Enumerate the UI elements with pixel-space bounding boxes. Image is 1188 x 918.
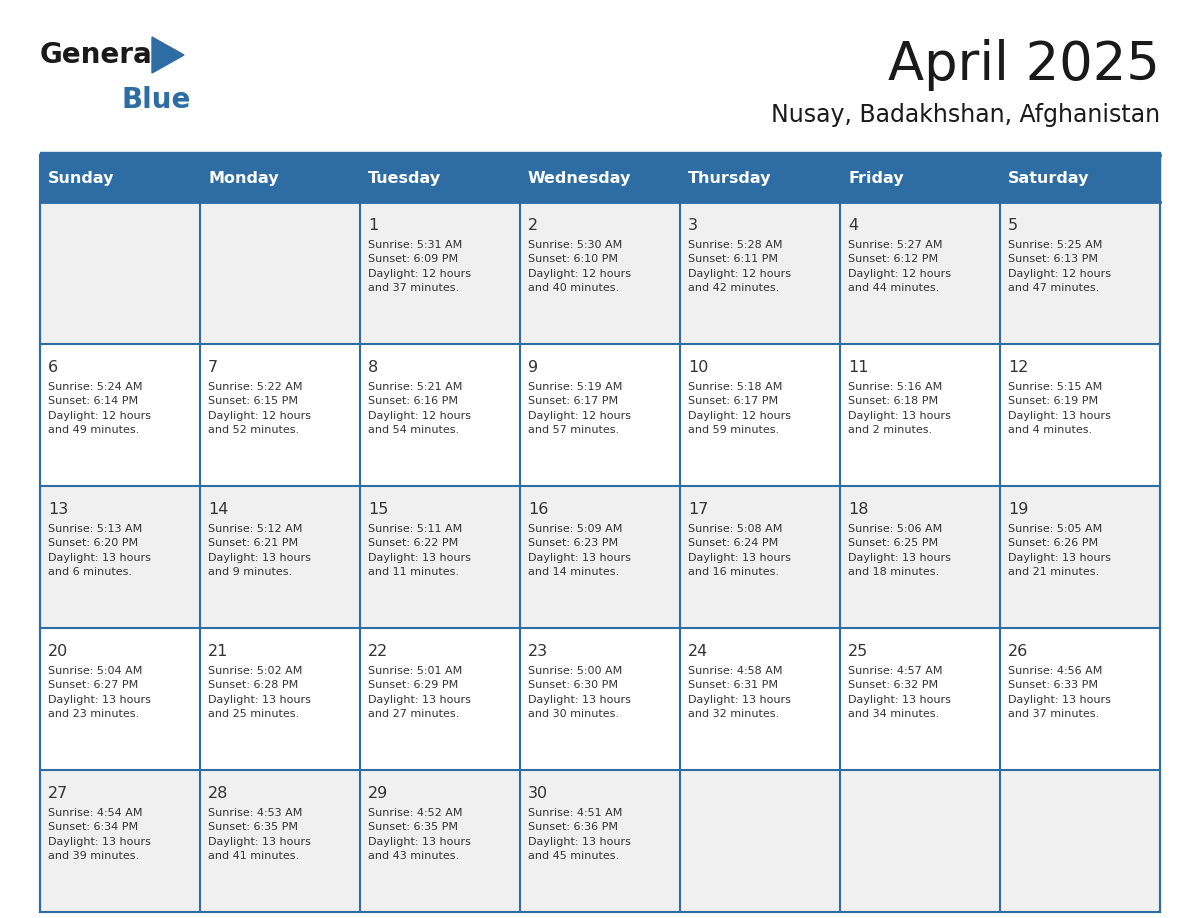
Text: 13: 13 bbox=[48, 502, 68, 517]
Bar bbox=[40, 155, 1159, 202]
Text: 15: 15 bbox=[368, 502, 388, 517]
Text: 1: 1 bbox=[368, 218, 378, 233]
Text: 4: 4 bbox=[848, 218, 858, 233]
Text: 26: 26 bbox=[1007, 644, 1029, 659]
Bar bbox=[40, 152, 1159, 158]
Text: 2: 2 bbox=[527, 218, 538, 233]
Text: Sunrise: 5:24 AM
Sunset: 6:14 PM
Daylight: 12 hours
and 49 minutes.: Sunrise: 5:24 AM Sunset: 6:14 PM Dayligh… bbox=[48, 382, 151, 435]
Text: Sunrise: 5:21 AM
Sunset: 6:16 PM
Daylight: 12 hours
and 54 minutes.: Sunrise: 5:21 AM Sunset: 6:16 PM Dayligh… bbox=[368, 382, 470, 435]
Text: 19: 19 bbox=[1007, 502, 1029, 517]
Text: Sunrise: 4:58 AM
Sunset: 6:31 PM
Daylight: 13 hours
and 32 minutes.: Sunrise: 4:58 AM Sunset: 6:31 PM Dayligh… bbox=[688, 666, 791, 719]
Text: Sunrise: 5:11 AM
Sunset: 6:22 PM
Daylight: 13 hours
and 11 minutes.: Sunrise: 5:11 AM Sunset: 6:22 PM Dayligh… bbox=[368, 524, 470, 577]
Bar bbox=[40, 486, 1159, 628]
Text: Sunrise: 4:56 AM
Sunset: 6:33 PM
Daylight: 13 hours
and 37 minutes.: Sunrise: 4:56 AM Sunset: 6:33 PM Dayligh… bbox=[1007, 666, 1111, 719]
Text: Sunrise: 4:51 AM
Sunset: 6:36 PM
Daylight: 13 hours
and 45 minutes.: Sunrise: 4:51 AM Sunset: 6:36 PM Dayligh… bbox=[527, 808, 631, 861]
Text: Sunrise: 5:28 AM
Sunset: 6:11 PM
Daylight: 12 hours
and 42 minutes.: Sunrise: 5:28 AM Sunset: 6:11 PM Dayligh… bbox=[688, 240, 791, 293]
Text: 29: 29 bbox=[368, 786, 388, 801]
Text: Sunrise: 5:01 AM
Sunset: 6:29 PM
Daylight: 13 hours
and 27 minutes.: Sunrise: 5:01 AM Sunset: 6:29 PM Dayligh… bbox=[368, 666, 470, 719]
Text: Sunrise: 5:16 AM
Sunset: 6:18 PM
Daylight: 13 hours
and 2 minutes.: Sunrise: 5:16 AM Sunset: 6:18 PM Dayligh… bbox=[848, 382, 950, 435]
Text: 27: 27 bbox=[48, 786, 68, 801]
Text: 9: 9 bbox=[527, 360, 538, 375]
Text: 7: 7 bbox=[208, 360, 219, 375]
Text: Sunday: Sunday bbox=[48, 171, 114, 186]
Bar bbox=[40, 202, 1159, 344]
Text: 6: 6 bbox=[48, 360, 58, 375]
Text: Sunrise: 5:06 AM
Sunset: 6:25 PM
Daylight: 13 hours
and 18 minutes.: Sunrise: 5:06 AM Sunset: 6:25 PM Dayligh… bbox=[848, 524, 950, 577]
Text: Sunrise: 5:12 AM
Sunset: 6:21 PM
Daylight: 13 hours
and 9 minutes.: Sunrise: 5:12 AM Sunset: 6:21 PM Dayligh… bbox=[208, 524, 311, 577]
Text: Sunrise: 4:57 AM
Sunset: 6:32 PM
Daylight: 13 hours
and 34 minutes.: Sunrise: 4:57 AM Sunset: 6:32 PM Dayligh… bbox=[848, 666, 950, 719]
Text: Sunrise: 5:13 AM
Sunset: 6:20 PM
Daylight: 13 hours
and 6 minutes.: Sunrise: 5:13 AM Sunset: 6:20 PM Dayligh… bbox=[48, 524, 151, 577]
Text: Sunrise: 5:05 AM
Sunset: 6:26 PM
Daylight: 13 hours
and 21 minutes.: Sunrise: 5:05 AM Sunset: 6:26 PM Dayligh… bbox=[1007, 524, 1111, 577]
Text: 24: 24 bbox=[688, 644, 708, 659]
Text: 17: 17 bbox=[688, 502, 708, 517]
Text: 12: 12 bbox=[1007, 360, 1029, 375]
Text: Sunrise: 4:54 AM
Sunset: 6:34 PM
Daylight: 13 hours
and 39 minutes.: Sunrise: 4:54 AM Sunset: 6:34 PM Dayligh… bbox=[48, 808, 151, 861]
Text: 5: 5 bbox=[1007, 218, 1018, 233]
Text: Saturday: Saturday bbox=[1007, 171, 1089, 186]
Text: Friday: Friday bbox=[848, 171, 904, 186]
Text: Sunrise: 5:27 AM
Sunset: 6:12 PM
Daylight: 12 hours
and 44 minutes.: Sunrise: 5:27 AM Sunset: 6:12 PM Dayligh… bbox=[848, 240, 952, 293]
Text: 18: 18 bbox=[848, 502, 868, 517]
Text: 14: 14 bbox=[208, 502, 228, 517]
Text: 22: 22 bbox=[368, 644, 388, 659]
Text: 3: 3 bbox=[688, 218, 699, 233]
Text: Sunrise: 5:22 AM
Sunset: 6:15 PM
Daylight: 12 hours
and 52 minutes.: Sunrise: 5:22 AM Sunset: 6:15 PM Dayligh… bbox=[208, 382, 311, 435]
Text: Wednesday: Wednesday bbox=[527, 171, 631, 186]
Text: Sunrise: 4:53 AM
Sunset: 6:35 PM
Daylight: 13 hours
and 41 minutes.: Sunrise: 4:53 AM Sunset: 6:35 PM Dayligh… bbox=[208, 808, 311, 861]
Text: Sunrise: 5:08 AM
Sunset: 6:24 PM
Daylight: 13 hours
and 16 minutes.: Sunrise: 5:08 AM Sunset: 6:24 PM Dayligh… bbox=[688, 524, 791, 577]
Text: Sunrise: 4:52 AM
Sunset: 6:35 PM
Daylight: 13 hours
and 43 minutes.: Sunrise: 4:52 AM Sunset: 6:35 PM Dayligh… bbox=[368, 808, 470, 861]
Text: Sunrise: 5:02 AM
Sunset: 6:28 PM
Daylight: 13 hours
and 25 minutes.: Sunrise: 5:02 AM Sunset: 6:28 PM Dayligh… bbox=[208, 666, 311, 719]
Text: 23: 23 bbox=[527, 644, 548, 659]
Text: 25: 25 bbox=[848, 644, 868, 659]
Text: Sunrise: 5:31 AM
Sunset: 6:09 PM
Daylight: 12 hours
and 37 minutes.: Sunrise: 5:31 AM Sunset: 6:09 PM Dayligh… bbox=[368, 240, 470, 293]
Text: 10: 10 bbox=[688, 360, 708, 375]
Bar bbox=[40, 628, 1159, 770]
Text: 11: 11 bbox=[848, 360, 868, 375]
Text: Sunrise: 5:18 AM
Sunset: 6:17 PM
Daylight: 12 hours
and 59 minutes.: Sunrise: 5:18 AM Sunset: 6:17 PM Dayligh… bbox=[688, 382, 791, 435]
Text: Nusay, Badakhshan, Afghanistan: Nusay, Badakhshan, Afghanistan bbox=[771, 103, 1159, 127]
Polygon shape bbox=[152, 37, 184, 73]
Text: Thursday: Thursday bbox=[688, 171, 771, 186]
Text: Monday: Monday bbox=[208, 171, 279, 186]
Bar bbox=[40, 770, 1159, 912]
Text: Sunrise: 5:25 AM
Sunset: 6:13 PM
Daylight: 12 hours
and 47 minutes.: Sunrise: 5:25 AM Sunset: 6:13 PM Dayligh… bbox=[1007, 240, 1111, 293]
Text: 28: 28 bbox=[208, 786, 228, 801]
Text: 30: 30 bbox=[527, 786, 548, 801]
Text: Tuesday: Tuesday bbox=[368, 171, 441, 186]
Text: 21: 21 bbox=[208, 644, 228, 659]
Text: General: General bbox=[40, 41, 163, 69]
Text: Sunrise: 5:15 AM
Sunset: 6:19 PM
Daylight: 13 hours
and 4 minutes.: Sunrise: 5:15 AM Sunset: 6:19 PM Dayligh… bbox=[1007, 382, 1111, 435]
Text: 8: 8 bbox=[368, 360, 378, 375]
Text: 16: 16 bbox=[527, 502, 549, 517]
Text: April 2025: April 2025 bbox=[889, 39, 1159, 91]
Text: Sunrise: 5:19 AM
Sunset: 6:17 PM
Daylight: 12 hours
and 57 minutes.: Sunrise: 5:19 AM Sunset: 6:17 PM Dayligh… bbox=[527, 382, 631, 435]
Bar bbox=[40, 344, 1159, 486]
Text: Sunrise: 5:00 AM
Sunset: 6:30 PM
Daylight: 13 hours
and 30 minutes.: Sunrise: 5:00 AM Sunset: 6:30 PM Dayligh… bbox=[527, 666, 631, 719]
Text: Sunrise: 5:04 AM
Sunset: 6:27 PM
Daylight: 13 hours
and 23 minutes.: Sunrise: 5:04 AM Sunset: 6:27 PM Dayligh… bbox=[48, 666, 151, 719]
Text: Blue: Blue bbox=[122, 86, 191, 114]
Text: 20: 20 bbox=[48, 644, 68, 659]
Text: Sunrise: 5:09 AM
Sunset: 6:23 PM
Daylight: 13 hours
and 14 minutes.: Sunrise: 5:09 AM Sunset: 6:23 PM Dayligh… bbox=[527, 524, 631, 577]
Text: Sunrise: 5:30 AM
Sunset: 6:10 PM
Daylight: 12 hours
and 40 minutes.: Sunrise: 5:30 AM Sunset: 6:10 PM Dayligh… bbox=[527, 240, 631, 293]
